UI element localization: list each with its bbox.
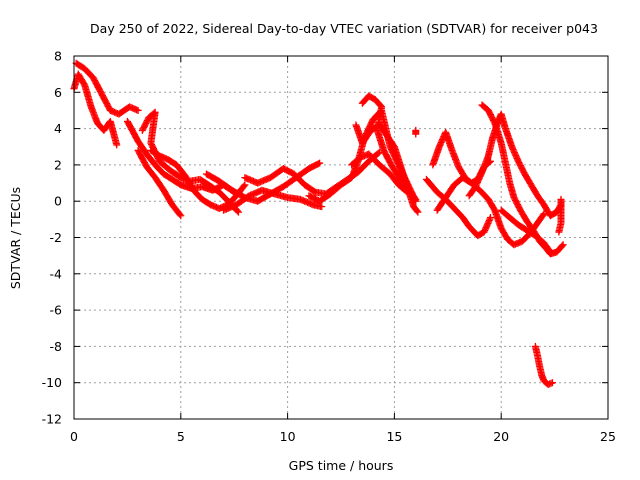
data-point (555, 228, 563, 236)
y-tick-label: -12 (42, 412, 62, 427)
data-point (487, 214, 495, 222)
data-point (539, 211, 547, 219)
data-point (134, 106, 142, 114)
y-tick-label: 4 (54, 121, 62, 136)
y-tick-label: -4 (50, 266, 63, 281)
data-point (412, 195, 420, 203)
x-tick-label: 10 (280, 429, 296, 444)
data-point (402, 187, 410, 195)
data-point (234, 208, 242, 216)
x-tick-label: 20 (493, 429, 509, 444)
y-tick-label: -2 (50, 230, 62, 245)
data-point (411, 194, 419, 202)
data-point (546, 248, 554, 256)
y-tick-label: 8 (54, 49, 62, 64)
data-points (70, 59, 567, 389)
y-tick-label: 0 (54, 194, 62, 209)
data-point (558, 242, 566, 250)
y-tick-label: -8 (50, 339, 63, 354)
x-tick-label: 25 (600, 429, 616, 444)
y-tick-label: 6 (54, 85, 62, 100)
data-point (412, 126, 420, 134)
y-axis-label: SDTVAR / TECUs (8, 187, 23, 289)
data-point (316, 159, 324, 167)
y-tick-label: -10 (42, 375, 62, 390)
plot-area-frame (73, 55, 609, 420)
data-point (559, 241, 567, 249)
data-point (413, 207, 421, 215)
x-axis-label: GPS time / hours (289, 458, 394, 473)
data-point (548, 379, 556, 387)
data-point (318, 203, 326, 211)
data-point (240, 182, 248, 190)
data-point (233, 207, 241, 215)
data-point (403, 188, 411, 196)
y-tick-label: 2 (54, 157, 62, 172)
data-point (414, 208, 422, 216)
data-point (241, 181, 249, 189)
x-tick-label: 15 (386, 429, 402, 444)
x-tick-label: 0 (70, 429, 78, 444)
data-point (176, 211, 184, 219)
y-tick-label: -6 (50, 303, 63, 318)
data-point (314, 160, 322, 168)
x-tick-label: 5 (177, 429, 185, 444)
chart-title: Day 250 of 2022, Sidereal Day-to-day VTE… (90, 21, 598, 36)
axis-ticks: 0 5 10 15 20 25 -12 -10 -8 -6 -4 -2 0 2 4 6 8 (42, 49, 616, 445)
data-point (177, 212, 185, 220)
data-point (113, 141, 121, 149)
data-point (374, 149, 382, 157)
data-point (545, 247, 553, 255)
